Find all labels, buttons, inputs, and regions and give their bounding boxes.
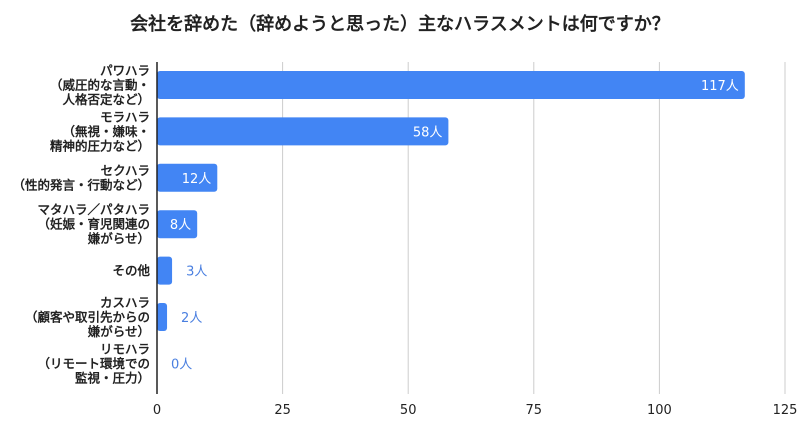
- bar: [157, 256, 173, 285]
- category-label: リモハラ: [100, 341, 150, 356]
- data-label: 0人: [171, 357, 192, 372]
- category-label: （リモート環境での: [37, 356, 150, 371]
- x-tick-label: 50: [400, 403, 417, 418]
- x-tick-label: 25: [274, 403, 291, 418]
- data-label: 8人: [170, 218, 191, 233]
- category-label: パワハラ: [100, 63, 150, 78]
- x-tick-label: 75: [526, 403, 543, 418]
- category-label: （威圧的な言動・: [50, 78, 150, 93]
- bar: [157, 71, 745, 99]
- category-label: 嫌がらせ）: [87, 324, 150, 339]
- category-label: マタハラ／パタハラ: [37, 202, 150, 217]
- category-label: 人格否定など）: [62, 92, 150, 107]
- bar: [157, 117, 449, 146]
- category-label: （顧客や取引先からの: [25, 310, 150, 325]
- bar: [157, 303, 168, 331]
- category-label: （性的発言・行動など）: [12, 178, 150, 193]
- data-label: 3人: [186, 265, 207, 280]
- data-label: 2人: [181, 311, 202, 326]
- data-label: 58人: [413, 125, 443, 140]
- category-label: 精神的圧力など）: [50, 138, 150, 153]
- category-label: その他: [112, 263, 150, 278]
- category-label: カスハラ: [100, 295, 150, 310]
- category-label: 嫌がらせ）: [87, 231, 150, 246]
- chart-title: 会社を辞めた（辞めようと思った）主なハラスメントは何ですか？: [130, 14, 670, 35]
- x-tick-label: 0: [153, 403, 161, 418]
- category-label: 監視・圧力）: [75, 370, 150, 385]
- bar: [157, 210, 198, 239]
- category-label: （妊娠・育児関連の: [37, 217, 150, 232]
- x-tick-label: 100: [647, 403, 672, 418]
- category-label: モラハラ: [100, 109, 150, 124]
- data-label: 12人: [182, 172, 212, 187]
- category-label: （無視・嫌味・: [62, 124, 150, 139]
- data-label: 117人: [701, 79, 739, 94]
- bar: [157, 163, 218, 192]
- x-tick-label: 125: [773, 403, 798, 418]
- category-label: セクハラ: [101, 163, 150, 178]
